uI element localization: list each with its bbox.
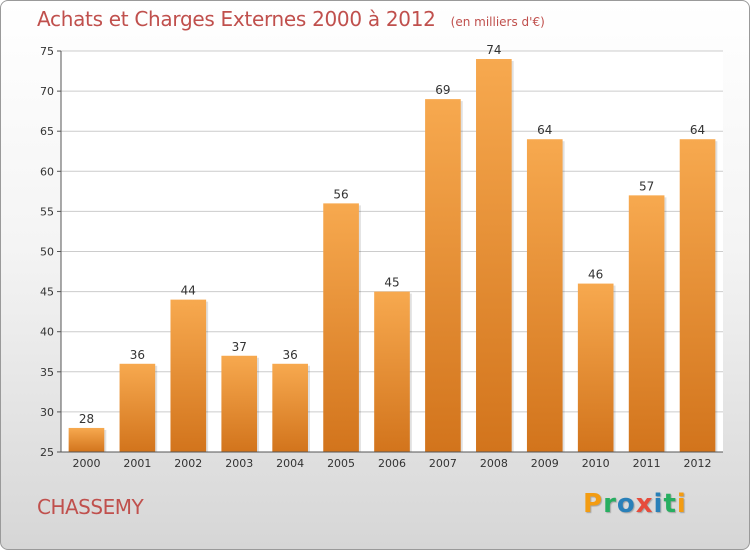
data-label-2007: 69	[435, 83, 450, 97]
bar-2010	[577, 283, 614, 452]
bar-2011	[628, 195, 665, 453]
bar-2006	[374, 291, 410, 452]
bars: 28 36 44 37 36 56 45 69 74 64 46 57 64	[68, 43, 718, 453]
bar-2008	[476, 59, 512, 453]
x-tick-label-2011: 2011	[633, 457, 661, 470]
logo-letter: x	[635, 489, 654, 519]
y-tick-label: 30	[40, 406, 54, 419]
logo-letter: o	[616, 489, 636, 519]
bar-2004	[272, 363, 308, 452]
y-tick-label: 25	[40, 446, 54, 459]
bar-2009	[526, 139, 563, 452]
chart-unit: (en milliers d'€)	[450, 15, 545, 29]
x-tick-label-2005: 2005	[327, 457, 355, 470]
x-tick-label-2002: 2002	[174, 457, 202, 470]
x-tick-label-2010: 2010	[582, 457, 610, 470]
x-tick-label-2008: 2008	[480, 457, 508, 470]
data-label-2004: 36	[283, 348, 298, 362]
bar-2007	[425, 99, 461, 453]
y-tick-label: 60	[40, 165, 54, 178]
y-tick-label: 40	[40, 326, 54, 339]
bar-2003	[221, 355, 258, 452]
y-tick-label: 65	[40, 125, 54, 138]
data-label-2000: 28	[79, 412, 94, 426]
data-label-2005: 56	[333, 187, 348, 201]
data-label-2010: 46	[588, 268, 603, 282]
logo-letter: i	[653, 489, 664, 519]
bar-2000	[68, 427, 105, 452]
proxiti-logo: Proxiti	[583, 489, 687, 519]
logo-letter: i	[676, 489, 687, 519]
x-tick-label-2009: 2009	[531, 457, 559, 470]
y-tick-label: 45	[40, 286, 54, 299]
y-tick-label: 35	[40, 366, 54, 379]
logo-letter: r	[603, 489, 617, 519]
data-label-2011: 57	[639, 179, 654, 193]
bar-2005	[323, 203, 359, 452]
chart-header: Achats et Charges Externes 2000 à 2012 (…	[37, 7, 545, 31]
data-label-2006: 45	[384, 276, 399, 290]
x-tick-label-2000: 2000	[72, 457, 100, 470]
x-tick-label-2006: 2006	[378, 457, 406, 470]
data-label-2008: 74	[486, 43, 501, 57]
data-label-2001: 36	[130, 348, 145, 362]
x-tick-label-2012: 2012	[684, 457, 712, 470]
y-tick-label: 75	[40, 45, 54, 58]
y-tick-label: 55	[40, 205, 54, 218]
bar-2001	[119, 363, 156, 452]
data-label-2009: 64	[537, 123, 552, 137]
y-tick-label: 50	[40, 246, 54, 259]
chart-title: Achats et Charges Externes 2000 à 2012	[37, 7, 436, 31]
x-tick-label-2003: 2003	[225, 457, 253, 470]
bar-2012	[679, 139, 716, 452]
y-tick-label: 70	[40, 85, 54, 98]
axes: 25 30 35 40 45 50 55 60 65 70 75 2000 2001 2002 2003 20…	[40, 45, 723, 470]
logo-letter: P	[583, 489, 604, 519]
data-label-2003: 37	[232, 340, 247, 354]
bar-2002	[170, 299, 207, 452]
data-label-2012: 64	[690, 123, 705, 137]
x-tick-label-2004: 2004	[276, 457, 304, 470]
x-tick-label-2007: 2007	[429, 457, 457, 470]
city-name: CHASSEMY	[37, 495, 144, 519]
data-label-2002: 44	[181, 284, 196, 298]
logo-letter: t	[663, 489, 677, 519]
x-tick-label-2001: 2001	[123, 457, 151, 470]
